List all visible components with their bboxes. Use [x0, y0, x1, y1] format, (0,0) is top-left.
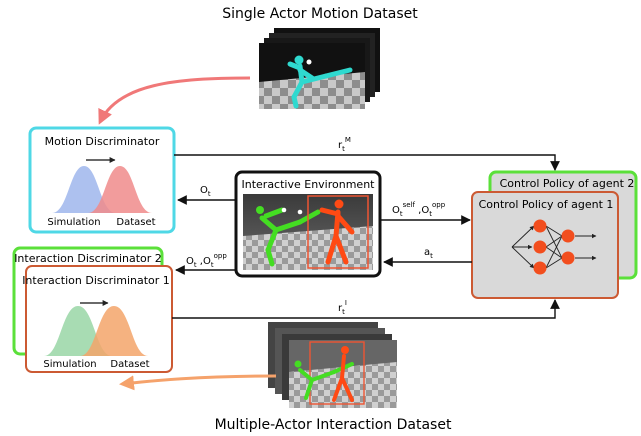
bottom-dataset-title: Multiple-Actor Interaction Dataset [215, 417, 452, 433]
action-label: at [424, 247, 433, 260]
observation-label: Ot [200, 185, 211, 198]
single-actor-dataset-stack [259, 28, 380, 109]
motion-reward-label: rtM [338, 136, 351, 153]
interaction-frame [289, 340, 397, 408]
top-dataset-title: Single Actor Motion Dataset [222, 6, 418, 22]
interaction-dataset-label: Dataset [110, 359, 149, 370]
interaction-simulation-label: Simulation [43, 359, 96, 370]
interaction-dataset-stack [268, 322, 397, 408]
environment-title: Interactive Environment [242, 178, 376, 191]
control-policy-1-title: Control Policy of agent 1 [479, 198, 614, 211]
motion-discriminator-title: Motion Discriminator [45, 135, 160, 148]
interaction-discriminator-1-title: Interaction Discriminator 1 [22, 274, 170, 287]
motion-reward-arrow [174, 155, 555, 170]
motion-discriminator: Motion Discriminator Simulation Dataset [30, 128, 174, 232]
simulation-label: Simulation [47, 217, 100, 228]
dataset-label: Dataset [116, 217, 155, 228]
single-actor-frame [259, 43, 365, 109]
interaction-data-arrow [122, 376, 276, 384]
policy-observation-label: Otself ,Otopp [392, 201, 446, 218]
motion-data-arrow [100, 78, 250, 122]
interaction-reward-label: rtI [338, 299, 347, 316]
control-policy-2-title: Control Policy of agent 2 [500, 177, 635, 190]
interaction-discriminator-2-title: Interaction Discriminator 2 [14, 252, 162, 265]
control-policy-agent-1: Control Policy of agent 1 [472, 192, 618, 298]
interaction-discriminator-1: Interaction Discriminator 1 Simulation D… [22, 266, 172, 372]
interaction-reward-arrow [172, 300, 555, 318]
interaction-observation-label: Ot ,Otopp [186, 252, 227, 269]
interactive-environment: Interactive Environment [236, 172, 380, 276]
